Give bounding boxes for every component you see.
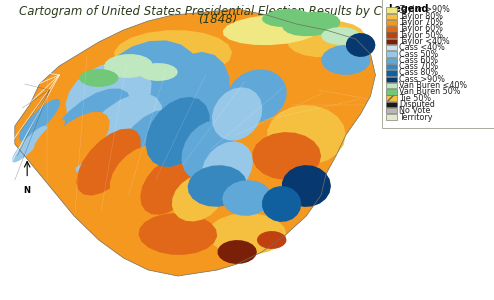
Text: Taylor >90%: Taylor >90% bbox=[399, 5, 450, 14]
Polygon shape bbox=[322, 45, 370, 75]
Polygon shape bbox=[223, 15, 321, 45]
Polygon shape bbox=[267, 105, 346, 165]
Text: Taylor 60%: Taylor 60% bbox=[399, 24, 443, 33]
Polygon shape bbox=[282, 12, 340, 36]
Polygon shape bbox=[146, 97, 210, 167]
Text: (1848): (1848) bbox=[198, 14, 237, 26]
Polygon shape bbox=[282, 165, 331, 207]
Polygon shape bbox=[257, 231, 287, 249]
Polygon shape bbox=[104, 54, 153, 78]
Polygon shape bbox=[114, 30, 232, 78]
Bar bbox=[386, 108, 397, 113]
Bar bbox=[386, 95, 397, 101]
Text: Van Buren <40%: Van Buren <40% bbox=[399, 81, 467, 90]
Bar bbox=[386, 45, 397, 50]
Bar bbox=[386, 89, 397, 94]
Bar bbox=[386, 76, 397, 82]
Polygon shape bbox=[208, 213, 287, 255]
Bar bbox=[386, 70, 397, 76]
Text: Tie 50%: Tie 50% bbox=[399, 94, 431, 103]
Bar bbox=[386, 64, 397, 69]
Polygon shape bbox=[139, 63, 178, 81]
Text: Territory: Territory bbox=[399, 112, 433, 122]
Text: N: N bbox=[24, 186, 31, 195]
Bar bbox=[386, 26, 397, 32]
Polygon shape bbox=[202, 141, 253, 194]
Text: Taylor 80%: Taylor 80% bbox=[399, 12, 443, 21]
Text: Cass 60%: Cass 60% bbox=[399, 56, 438, 65]
Polygon shape bbox=[145, 52, 230, 158]
Polygon shape bbox=[212, 87, 262, 140]
Text: Taylor 70%: Taylor 70% bbox=[399, 18, 443, 27]
Text: Disputed: Disputed bbox=[399, 100, 435, 109]
Polygon shape bbox=[96, 40, 200, 128]
Polygon shape bbox=[228, 18, 365, 91]
Bar bbox=[386, 7, 397, 13]
Polygon shape bbox=[188, 165, 247, 207]
Polygon shape bbox=[19, 99, 60, 141]
Polygon shape bbox=[149, 192, 266, 252]
Polygon shape bbox=[262, 9, 311, 27]
Polygon shape bbox=[15, 9, 375, 276]
Polygon shape bbox=[47, 88, 131, 164]
Polygon shape bbox=[39, 112, 110, 176]
Polygon shape bbox=[140, 157, 196, 215]
Polygon shape bbox=[222, 180, 272, 216]
Text: Cartogram of United States Presidential Election Results by County: Cartogram of United States Presidential … bbox=[19, 4, 416, 17]
Polygon shape bbox=[181, 121, 234, 179]
Polygon shape bbox=[119, 30, 296, 102]
Bar bbox=[386, 102, 397, 107]
Text: Taylor <40%: Taylor <40% bbox=[399, 37, 450, 46]
Polygon shape bbox=[74, 93, 163, 183]
Text: Cass >90%: Cass >90% bbox=[399, 75, 445, 84]
Bar bbox=[386, 20, 397, 25]
Bar bbox=[386, 14, 397, 19]
Polygon shape bbox=[346, 33, 375, 57]
Text: Cass 80%: Cass 80% bbox=[399, 68, 438, 77]
Text: No Vote: No Vote bbox=[399, 106, 431, 115]
Polygon shape bbox=[80, 69, 119, 87]
Polygon shape bbox=[218, 240, 257, 264]
Bar bbox=[386, 32, 397, 38]
Polygon shape bbox=[66, 62, 152, 130]
Polygon shape bbox=[217, 84, 316, 155]
Text: Cass 50%: Cass 50% bbox=[399, 50, 438, 58]
Polygon shape bbox=[262, 186, 301, 222]
Text: Legend: Legend bbox=[388, 4, 428, 14]
Polygon shape bbox=[34, 119, 65, 151]
Text: Taylor 50%: Taylor 50% bbox=[399, 31, 443, 40]
Polygon shape bbox=[172, 175, 223, 221]
Polygon shape bbox=[138, 213, 217, 255]
Polygon shape bbox=[287, 21, 365, 57]
Polygon shape bbox=[227, 69, 287, 122]
Text: Van Buren 50%: Van Buren 50% bbox=[399, 87, 460, 96]
Bar bbox=[386, 39, 397, 44]
Text: Cass 70%: Cass 70% bbox=[399, 62, 438, 71]
Polygon shape bbox=[76, 128, 141, 196]
Polygon shape bbox=[322, 27, 361, 45]
Text: Cass <40%: Cass <40% bbox=[399, 43, 445, 52]
Polygon shape bbox=[114, 110, 183, 190]
Polygon shape bbox=[252, 132, 321, 180]
Bar bbox=[386, 114, 397, 120]
Bar bbox=[386, 51, 397, 57]
Polygon shape bbox=[12, 125, 47, 162]
Bar bbox=[386, 83, 397, 88]
FancyBboxPatch shape bbox=[382, 0, 494, 128]
Polygon shape bbox=[110, 146, 167, 202]
Bar bbox=[386, 58, 397, 63]
